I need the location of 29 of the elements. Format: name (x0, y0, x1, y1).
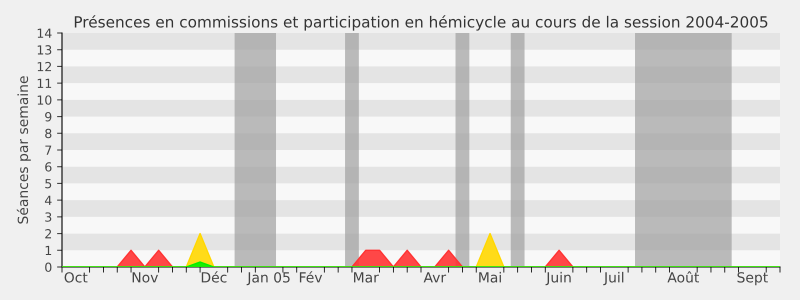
x-tick-label: Fév (300, 271, 322, 283)
y-tick-label: 6 (45, 162, 52, 172)
y-tick-label: 7 (45, 146, 52, 155)
chart-title: Présences en commissions et participation en hémicycle au cours de la session 2004-2005 (74, 15, 768, 31)
y-tick-label: 5 (45, 179, 52, 188)
y-tick-label: 2 (45, 229, 52, 238)
y-tick-label: 13 (38, 45, 52, 55)
y-tick-label: 9 (45, 112, 52, 122)
x-tick-label: Mai (479, 272, 501, 283)
y-tick-label: 1 (46, 246, 52, 256)
x-tick-label: Août (667, 271, 700, 283)
y-tick-label: 8 (45, 128, 52, 138)
x-tick-label: Sept (737, 272, 768, 286)
y-tick-label: 14 (38, 28, 52, 38)
x-tick-label: Déc (202, 271, 226, 283)
x-tick-label: Juin (546, 272, 571, 286)
y-tick-label: 0 (45, 262, 52, 272)
x-tick-label: Jan 05 (246, 272, 290, 286)
y-tick-label: 10 (38, 95, 52, 105)
y-tick-label: 3 (45, 212, 52, 222)
y-tick-label: 4 (44, 196, 52, 205)
x-tick-label: Mar (354, 272, 379, 283)
x-tick-label: Avr (424, 272, 446, 282)
y-tick-label: 12 (38, 62, 52, 72)
x-tick-label: Juil (603, 272, 624, 286)
x-tick-label: Oct (64, 272, 88, 283)
y-tick-label: 11 (38, 78, 52, 88)
x-tick-label: Nov (132, 272, 158, 283)
y-axis-title: Séances par semaine (16, 76, 31, 224)
